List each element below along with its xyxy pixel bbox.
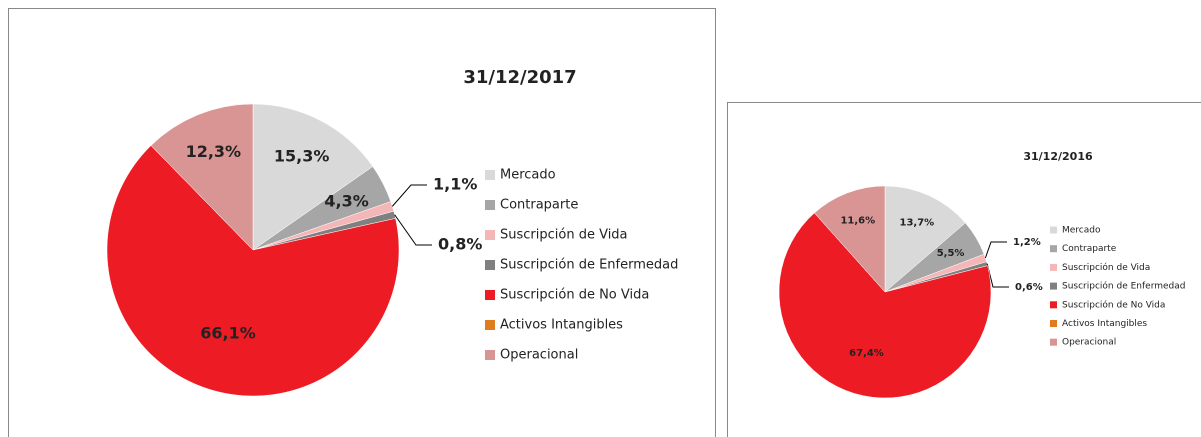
data-label: 67,4% [849, 348, 884, 359]
legend-label: Contraparte [500, 198, 578, 213]
chart-title: 31/12/2016 [1023, 150, 1093, 163]
legend-swatch [485, 320, 495, 330]
pie-slice [252, 103, 374, 251]
leader-line [984, 241, 1007, 259]
legend-label: Contraparte [1062, 244, 1117, 254]
legend-swatch [1050, 226, 1057, 234]
legend-swatch [1050, 263, 1057, 271]
legend-label: Operacional [500, 348, 578, 363]
pie-slice [106, 145, 400, 397]
leader-line [391, 184, 427, 207]
legend-swatch [485, 350, 495, 360]
data-label: 1,2% [1013, 237, 1041, 248]
legend-swatch [1050, 301, 1057, 309]
legend-label: Activos Intangibles [1062, 319, 1147, 329]
legend-label: Suscripción de Vida [1062, 262, 1150, 273]
legend-label: Suscripción de No Vida [1062, 299, 1165, 310]
legend-label: Operacional [1062, 338, 1116, 348]
legend-swatch [1050, 320, 1057, 327]
data-label: 66,1% [200, 323, 256, 342]
chart-title: 31/12/2017 [463, 67, 576, 88]
data-label: 12,3% [186, 142, 242, 161]
legend-label: Mercado [1062, 226, 1101, 236]
legend-label: Suscripción de No Vida [500, 288, 649, 303]
data-label: 15,3% [274, 146, 330, 165]
data-label: 0,6% [1015, 282, 1043, 293]
leader-line [394, 214, 432, 246]
legend-label: Suscripción de Enfermedad [1062, 281, 1185, 292]
legend-swatch [485, 170, 495, 180]
legend-label: Suscripción de Vida [500, 228, 628, 243]
pie-slice [814, 185, 886, 293]
legend-swatch [485, 200, 495, 210]
data-label: 1,1% [433, 175, 477, 194]
legend-label: Activos Intangibles [500, 318, 623, 333]
data-label: 4,3% [324, 192, 368, 211]
legend-swatch [485, 290, 495, 300]
pie-slice [150, 103, 254, 251]
data-label: 11,6% [840, 216, 875, 227]
data-label: 13,7% [899, 218, 934, 229]
legend-swatch [1050, 338, 1057, 346]
pie-slice [778, 212, 992, 399]
legend-swatch [1050, 245, 1057, 253]
legend-swatch [485, 230, 495, 240]
legend-label: Mercado [500, 168, 556, 183]
legend-swatch [1050, 282, 1057, 290]
data-label: 5,5% [937, 248, 965, 259]
data-label: 0,8% [438, 235, 482, 254]
pie-slice [884, 185, 966, 293]
legend-label: Suscripción de Enfermedad [500, 258, 678, 273]
legend-swatch [485, 260, 495, 270]
